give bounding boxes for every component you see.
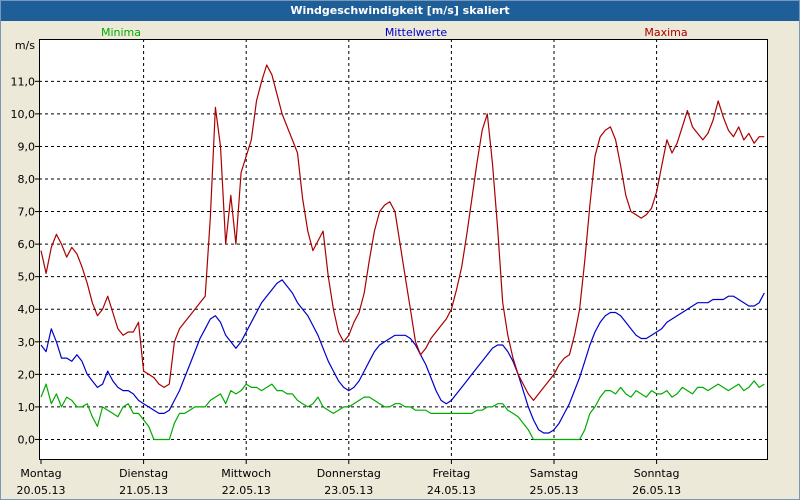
y-tick-label: 11,0 bbox=[11, 75, 36, 88]
plot-area bbox=[39, 39, 768, 460]
y-axis-label: m/s bbox=[15, 39, 35, 52]
x-tick-label-date: 20.05.13 bbox=[17, 484, 66, 497]
y-tick-label: 5,0 bbox=[18, 271, 36, 284]
y-tick-label: 3,0 bbox=[18, 336, 36, 349]
y-tick-label: 2,0 bbox=[18, 368, 36, 381]
y-tick-label: 6,0 bbox=[18, 238, 36, 251]
legend-item-minima: Minima bbox=[101, 26, 141, 39]
x-tick-label-day: Montag bbox=[20, 467, 61, 480]
x-tick-label-date: 23.05.13 bbox=[324, 484, 373, 497]
x-tick-label-day: Donnerstag bbox=[317, 467, 381, 480]
series-line-mittelwerte bbox=[40, 279, 765, 434]
y-tick-label: 1,0 bbox=[18, 401, 36, 414]
y-tick-label: 4,0 bbox=[18, 303, 36, 316]
x-tick-label-day: Freitag bbox=[433, 467, 471, 480]
x-tick-label-date: 25.05.13 bbox=[530, 484, 579, 497]
y-tick-label: 9,0 bbox=[18, 140, 36, 153]
y-tick-label: 8,0 bbox=[18, 173, 36, 186]
x-tick-label-day: Dienstag bbox=[119, 467, 168, 480]
x-tick-label-date: 26.05.13 bbox=[632, 484, 681, 497]
y-tick-label: 0,0 bbox=[18, 433, 36, 446]
x-tick-label-date: 22.05.13 bbox=[222, 484, 271, 497]
series-line-maxima bbox=[40, 64, 765, 401]
x-tick-label-date: 24.05.13 bbox=[427, 484, 476, 497]
window-title: Windgeschwindigkeit [m/s] skaliert bbox=[1, 1, 799, 21]
legend-item-mittelwerte: Mittelwerte bbox=[385, 26, 448, 39]
x-tick-label-day: Sonntag bbox=[634, 467, 680, 480]
y-tick-label: 7,0 bbox=[18, 206, 36, 219]
y-tick-label: 10,0 bbox=[11, 108, 36, 121]
series-line-minima bbox=[40, 380, 765, 441]
x-tick-label-date: 21.05.13 bbox=[119, 484, 168, 497]
x-tick-label-day: Samstag bbox=[530, 467, 578, 480]
x-tick-label-day: Mittwoch bbox=[221, 467, 271, 480]
legend-item-maxima: Maxima bbox=[644, 26, 687, 39]
